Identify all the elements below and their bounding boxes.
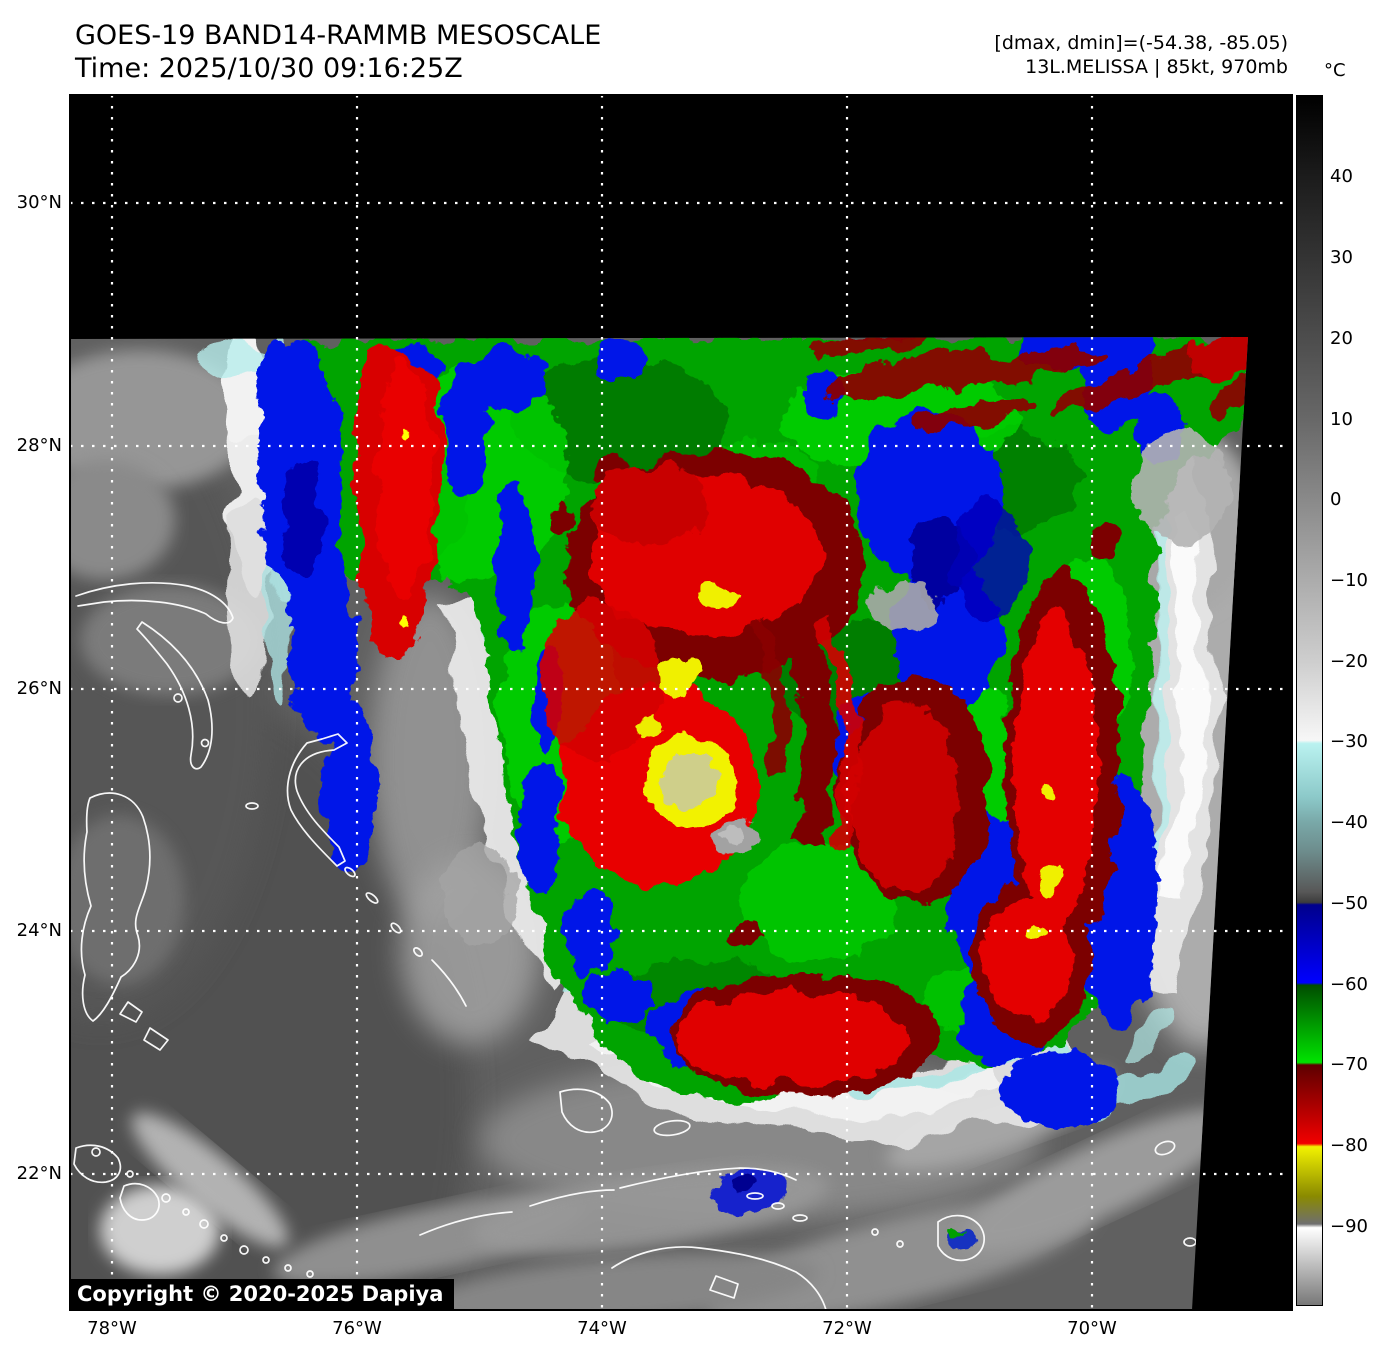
dmax-dmin-readout: [dmax, dmin]=(-54.38, -85.05) <box>994 32 1288 54</box>
coast-andros <box>80 792 151 1022</box>
lat-label: 24°N <box>16 920 62 941</box>
lon-label: 74°W <box>577 1318 627 1339</box>
coast-grand-bahama <box>75 581 234 624</box>
lat-label: 26°N <box>16 678 62 699</box>
colorbar-tick: −80 <box>1330 1135 1368 1157</box>
coast-eleuthera <box>286 733 348 867</box>
lon-label: 78°W <box>87 1318 137 1339</box>
colorbar-tick: −70 <box>1330 1054 1368 1076</box>
colorbar-tick: −50 <box>1330 892 1368 914</box>
cold-cloud-core <box>255 337 1248 1130</box>
colorbar-tick: −30 <box>1330 731 1368 753</box>
colorbar-tick: −60 <box>1330 973 1368 995</box>
gray-clouds <box>70 350 1248 1310</box>
lon-label: 76°W <box>332 1318 382 1339</box>
storm-info: 13L.MELISSA | 85kt, 970mb <box>1025 56 1288 78</box>
coast-cuba-keys <box>419 1211 513 1236</box>
colorbar-tick: 20 <box>1330 327 1353 349</box>
coastlines <box>73 581 1248 1310</box>
lon-label: 72°W <box>822 1318 872 1339</box>
satellite-imagery <box>70 337 1248 1310</box>
colorbar-tick: −10 <box>1330 570 1368 591</box>
colorbar-tick: 10 <box>1330 408 1353 430</box>
lon-label: 70°W <box>1067 1318 1117 1339</box>
lat-label: 30°N <box>16 192 62 213</box>
copyright-badge: Copyright © 2020-2025 Dapiya <box>70 1279 455 1310</box>
colorbar-tick: 0 <box>1330 489 1342 511</box>
timestamp: Time: 2025/10/30 09:16:25Z <box>75 53 463 84</box>
colorbar-unit-label: °C <box>1324 60 1346 81</box>
colorbar-tick: 30 <box>1330 247 1353 269</box>
coast-cuba-north <box>619 1167 797 1189</box>
lat-lon-gridlines <box>70 95 1292 1310</box>
page-title: GOES-19 BAND14-RAMMB MESOSCALE <box>75 20 602 51</box>
isolated-cold-spots <box>710 1168 973 1249</box>
lat-label: 22°N <box>16 1163 62 1184</box>
colorbar-tick: −90 <box>1330 1215 1368 1237</box>
colorbar-tick: 40 <box>1330 166 1353 188</box>
colorbar-tick: −40 <box>1330 812 1368 834</box>
coldest-tops-yellow <box>399 425 1059 940</box>
map-frame <box>69 94 1293 1311</box>
lat-label: 28°N <box>16 435 62 456</box>
colorbar-tick: −20 <box>1330 650 1368 672</box>
temperature-colorbar <box>1296 95 1323 1306</box>
coast-cuba-main <box>611 1246 827 1310</box>
coast-abaco <box>136 621 213 770</box>
